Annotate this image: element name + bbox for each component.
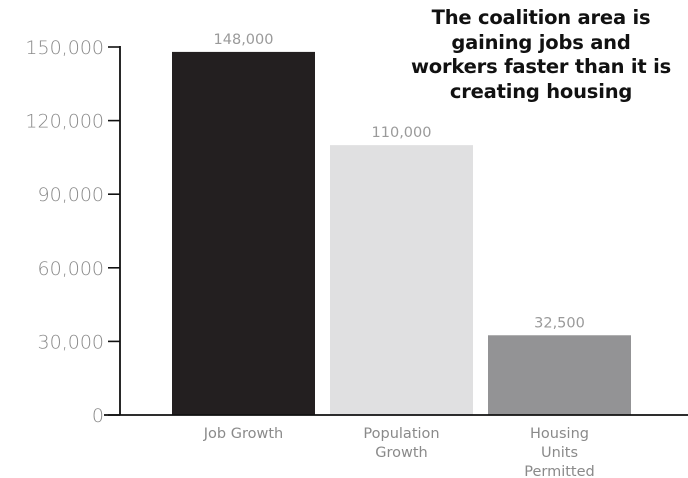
axes-group [104, 46, 688, 416]
x-axis-labels-group: Job Growth Population Growth Housing Units Pe… [203, 426, 595, 478]
x-tick-label: Permitted [524, 464, 595, 478]
x-tick-label: Job Growth [203, 426, 283, 442]
bar [172, 51, 315, 415]
chart-title-line: The coalition area is [431, 6, 651, 29]
x-tick-label: Units [541, 445, 578, 461]
chart-title-line: workers faster than it is [410, 55, 672, 78]
bar-value-label: 32,500 [534, 315, 585, 331]
y-tick-label: 90,000 [38, 184, 104, 206]
y-tick-label: 30,000 [38, 331, 104, 353]
y-axis-ticks: 0 30,000 60,000 90,000 120,000 150,000 [25, 37, 120, 427]
chart-title-line: gaining jobs and [451, 30, 631, 54]
bar-value-label: 148,000 [214, 32, 274, 48]
y-tick-label: 120,000 [25, 111, 104, 133]
value-labels-group: 148,000 110,000 32,500 [214, 32, 585, 331]
bar [488, 335, 631, 415]
x-tick-label: Growth [375, 445, 428, 461]
bar-value-label: 110,000 [372, 125, 432, 141]
chart-title: The coalition area is gaining jobs and w… [396, 6, 686, 104]
y-tick-label: 60,000 [38, 258, 104, 280]
bar [330, 145, 473, 415]
x-tick-label: Population [363, 426, 439, 442]
y-tick-label: 0 [92, 405, 104, 427]
bars-group [172, 51, 631, 415]
chart-title-line: creating housing [449, 79, 633, 103]
x-tick-label: Housing [530, 426, 589, 442]
y-tick-label: 150,000 [25, 37, 104, 59]
